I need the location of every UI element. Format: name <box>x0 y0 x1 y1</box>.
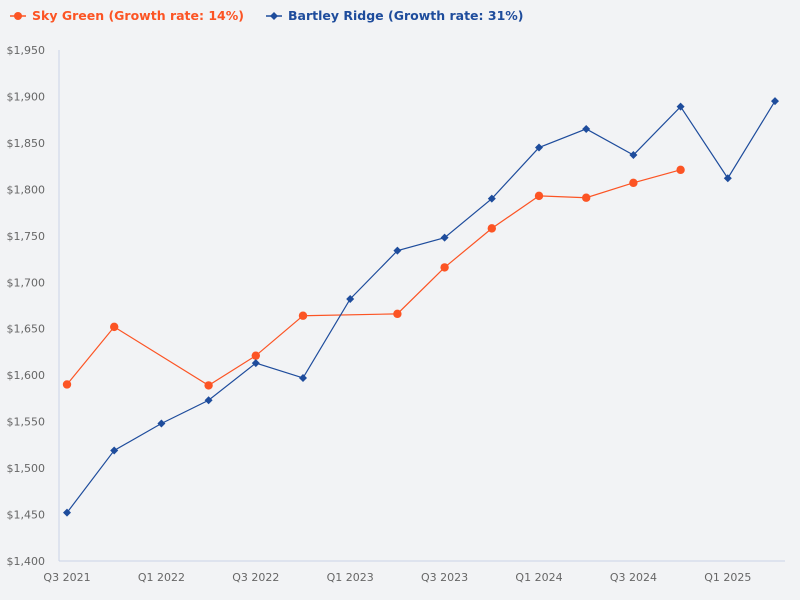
y-tick-label: $1,750 <box>7 230 46 243</box>
data-point[interactable] <box>298 311 308 320</box>
series-line <box>66 169 681 387</box>
x-tick-label: Q1 2024 <box>515 571 562 584</box>
data-point[interactable] <box>440 263 449 272</box>
data-point[interactable] <box>629 150 638 159</box>
data-point[interactable] <box>582 193 591 202</box>
y-tick-label: $1,550 <box>7 416 46 429</box>
series-line <box>66 100 776 514</box>
data-point[interactable] <box>63 508 71 517</box>
y-axis: $1,400 $1,450 $1,500 $1,550 $1,600 $1,650 $1,7… <box>7 44 60 568</box>
diamond-marker-icon <box>265 11 282 20</box>
data-point[interactable] <box>487 194 496 203</box>
data-point[interactable] <box>393 309 402 319</box>
circle-marker-icon <box>10 11 26 20</box>
data-point[interactable] <box>723 174 732 183</box>
y-tick-label: $1,500 <box>7 462 46 475</box>
data-point[interactable] <box>110 322 119 332</box>
x-tick-label: Q1 2023 <box>327 571 374 584</box>
data-point[interactable] <box>204 381 213 390</box>
data-point[interactable] <box>110 446 119 455</box>
data-point[interactable] <box>440 233 449 242</box>
y-tick-label: $1,800 <box>7 183 46 196</box>
legend-label: Sky Green (Growth rate: 14%) <box>32 8 244 23</box>
y-tick-label: $1,600 <box>7 369 46 382</box>
y-tick-label: $1,950 <box>7 44 46 57</box>
data-point[interactable] <box>204 396 213 405</box>
data-point[interactable] <box>62 380 72 389</box>
data-point[interactable] <box>535 143 543 152</box>
legend-label: Bartley Ridge (Growth rate: 31%) <box>287 8 524 23</box>
data-point[interactable] <box>487 224 496 233</box>
data-point[interactable] <box>157 419 166 428</box>
data-point[interactable] <box>676 165 685 175</box>
series-layer <box>62 97 779 517</box>
y-tick-label: $1,400 <box>7 555 46 568</box>
chart-legend: Sky Green (Growth rate: 14%) Bartley Rid… <box>10 8 524 23</box>
data-point[interactable] <box>251 359 260 368</box>
y-tick-label: $1,450 <box>7 509 46 522</box>
data-point[interactable] <box>676 102 685 111</box>
data-point[interactable] <box>629 178 638 188</box>
data-point[interactable] <box>534 191 544 201</box>
data-point[interactable] <box>346 294 355 303</box>
y-tick-label: $1,850 <box>7 137 46 150</box>
legend-item-bartley-ridge[interactable]: Bartley Ridge (Growth rate: 31%) <box>265 8 524 23</box>
data-point[interactable] <box>582 124 591 133</box>
data-point[interactable] <box>771 97 779 106</box>
y-tick-label: $1,700 <box>7 276 46 289</box>
x-axis: Q3 2021 Q1 2022 Q3 2022 Q1 2023 Q3 2023 Q1 20… <box>43 560 785 584</box>
data-point[interactable] <box>299 373 307 382</box>
x-tick-label: Q3 2021 <box>43 571 90 584</box>
y-tick-label: $1,650 <box>7 323 46 336</box>
data-point[interactable] <box>251 351 260 360</box>
x-tick-label: Q3 2024 <box>610 571 657 584</box>
x-tick-label: Q1 2025 <box>704 571 751 584</box>
legend-item-sky-green[interactable]: Sky Green (Growth rate: 14%) <box>10 8 244 23</box>
data-point[interactable] <box>393 246 402 255</box>
x-tick-label: Q1 2022 <box>138 571 185 584</box>
x-tick-label: Q3 2022 <box>232 571 279 584</box>
y-tick-label: $1,900 <box>7 90 46 103</box>
x-tick-label: Q3 2023 <box>421 571 468 584</box>
